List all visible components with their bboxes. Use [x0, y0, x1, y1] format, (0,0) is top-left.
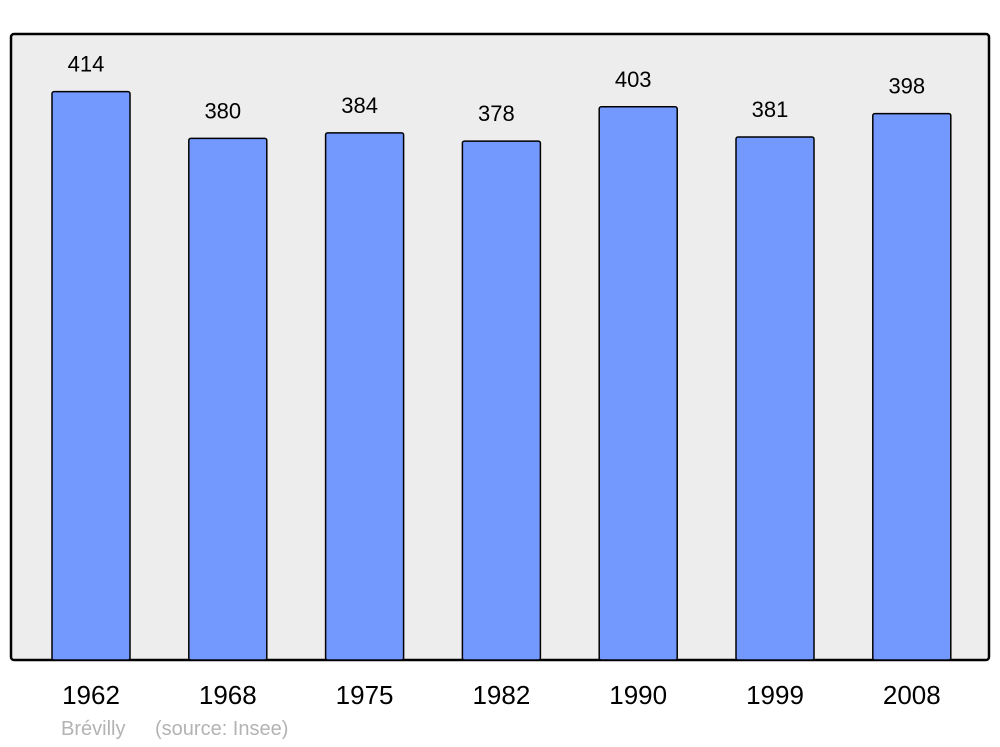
x-tick-label-2008: 2008	[883, 680, 941, 710]
bar-1999	[735, 136, 815, 661]
data-label-1999: 381	[752, 97, 789, 122]
x-tick-label-1990: 1990	[609, 680, 667, 710]
data-label-1982: 378	[478, 101, 515, 126]
bar-1990	[598, 106, 678, 661]
x-tick-label-1968: 1968	[199, 680, 257, 710]
footer-source: (source: Insee)	[155, 718, 289, 740]
bar-2008	[872, 112, 952, 661]
data-label-1968: 380	[204, 98, 241, 123]
footer-place: Brévilly	[61, 718, 126, 740]
data-label-1962: 414	[68, 52, 105, 77]
bar-1975	[324, 132, 405, 661]
x-tick-label-1975: 1975	[336, 680, 394, 710]
data-label-1975: 384	[341, 93, 378, 118]
x-tick-label-1962: 1962	[62, 680, 120, 710]
bar-1962	[51, 90, 131, 661]
data-label-2008: 398	[888, 74, 925, 99]
x-tick-label-1999: 1999	[746, 680, 804, 710]
data-label-1990: 403	[615, 67, 652, 92]
x-tick-label-1982: 1982	[472, 680, 530, 710]
bar-1968	[188, 137, 268, 661]
bar-1982	[461, 140, 542, 661]
